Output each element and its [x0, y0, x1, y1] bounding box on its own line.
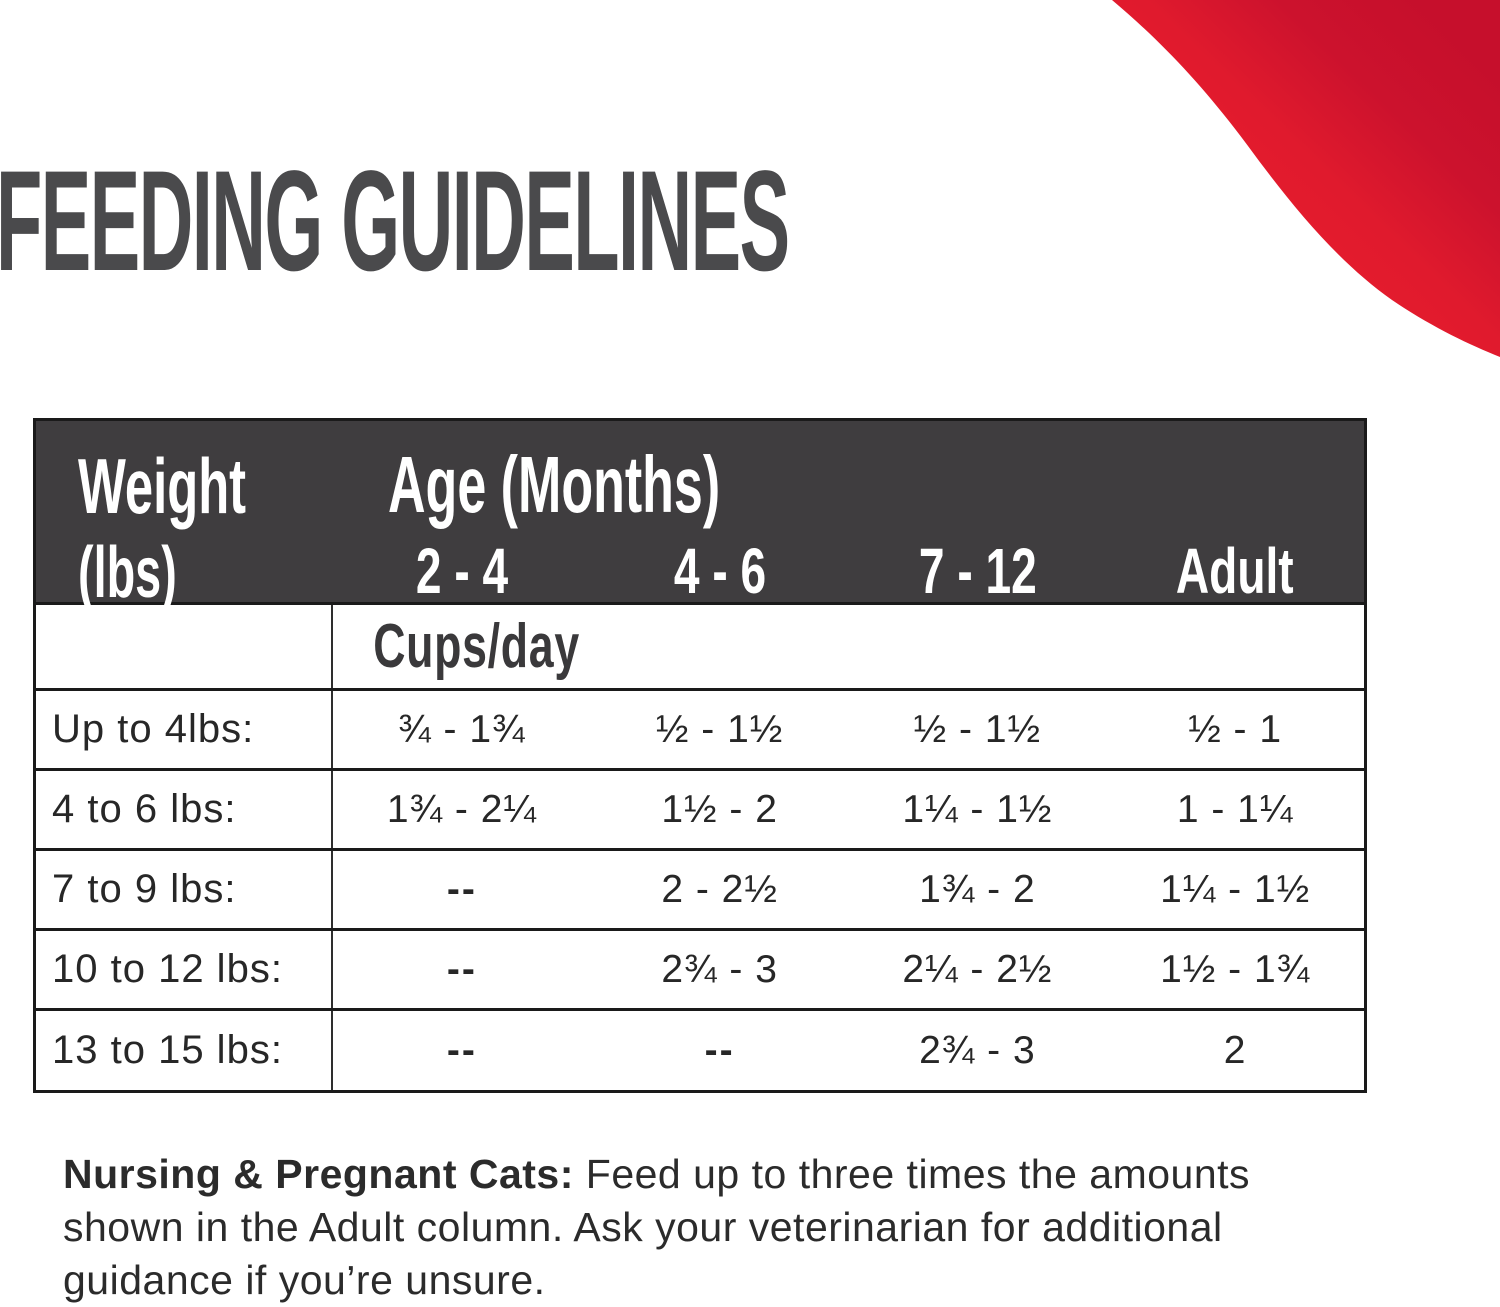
value-cell: 1½ - 1¾: [1160, 947, 1311, 991]
age-column-label: 2 - 4: [415, 535, 508, 607]
empty-cell: [1116, 605, 1364, 688]
table-row: 7 to 9 lbs: -- 2 - 2½ 1¾ - 2 1¼ - 1½: [36, 851, 1364, 931]
page-title-text: FEEDING GUIDELINES: [0, 142, 790, 301]
value-cell: --: [446, 947, 477, 991]
weight-cell: Up to 4lbs:: [36, 691, 333, 768]
table-header: Weight (lbs) Age (Months) 2 - 4 4 - 6 7 …: [36, 421, 1364, 609]
weight-cell: 7 to 9 lbs:: [36, 851, 333, 928]
weight-header-label: Weight: [78, 442, 247, 530]
page-title: FEEDING GUIDELINES: [0, 150, 1491, 293]
value-cell: --: [704, 1028, 735, 1072]
footnote-bold: Nursing & Pregnant Cats:: [63, 1151, 574, 1197]
value-cell: 1¼ - 1½: [1160, 867, 1311, 911]
value-cell: 1½ - 2: [661, 787, 778, 831]
age-column-label: 4 - 6: [673, 535, 766, 607]
value-cell: 2 - 2½: [661, 867, 778, 911]
weight-cell: 13 to 15 lbs:: [36, 1011, 333, 1090]
units-row-weight-cell: [36, 605, 333, 688]
value-cell: 1 - 1¼: [1176, 787, 1294, 831]
value-cell: --: [446, 1028, 477, 1072]
value-cell: 2¼ - 2½: [902, 947, 1053, 991]
weight-cell: 4 to 6 lbs:: [36, 771, 333, 848]
empty-cell: [868, 605, 1116, 688]
value-cell: 1¾ - 2: [919, 867, 1036, 911]
value-cell: ½ - 1½: [913, 707, 1042, 751]
value-cell: ½ - 1: [1188, 707, 1283, 751]
value-cell: 2: [1223, 1028, 1247, 1072]
value-cells: -- 2 - 2½ 1¾ - 2 1¼ - 1½: [333, 851, 1364, 928]
feeding-table: Weight (lbs) Age (Months) 2 - 4 4 - 6 7 …: [33, 418, 1367, 1093]
value-cells: -- -- 2¾ - 3 2: [333, 1011, 1364, 1090]
units-row: Cups/day: [36, 605, 1364, 691]
units-row-values: Cups/day: [333, 605, 1364, 688]
age-column-label: 7 - 12: [918, 535, 1037, 607]
value-cell: 2¾ - 3: [661, 947, 778, 991]
cups-per-day-label: Cups/day: [373, 611, 580, 681]
table-row: 4 to 6 lbs: 1¾ - 2¼ 1½ - 2 1¼ - 1½ 1 - 1…: [36, 771, 1364, 851]
table-row: 10 to 12 lbs: -- 2¾ - 3 2¼ - 2½ 1½ - 1¾: [36, 931, 1364, 1011]
table-row: 13 to 15 lbs: -- -- 2¾ - 3 2: [36, 1011, 1364, 1090]
value-cells: ¾ - 1¾ ½ - 1½ ½ - 1½ ½ - 1: [333, 691, 1364, 768]
empty-cell: [620, 605, 868, 688]
age-group-header: Age (Months): [388, 440, 721, 529]
value-cell: 1¾ - 2¼: [386, 787, 537, 831]
value-cell: 1¼ - 1½: [902, 787, 1053, 831]
age-columns-row: 2 - 4 4 - 6 7 - 12 Adult: [333, 539, 1364, 603]
weight-cell: 10 to 12 lbs:: [36, 931, 333, 1008]
cups-per-day-cell: Cups/day: [333, 605, 620, 688]
value-cell: 2¾ - 3: [919, 1028, 1036, 1072]
value-cell: ½ - 1½: [655, 707, 784, 751]
value-cells: -- 2¾ - 3 2¼ - 2½ 1½ - 1¾: [333, 931, 1364, 1008]
value-cells: 1¾ - 2¼ 1½ - 2 1¼ - 1½ 1 - 1¼: [333, 771, 1364, 848]
weight-unit-label: (lbs): [78, 533, 177, 613]
value-cell: --: [446, 867, 477, 911]
value-cell: ¾ - 1¾: [398, 707, 526, 751]
table-row: Up to 4lbs: ¾ - 1¾ ½ - 1½ ½ - 1½ ½ - 1: [36, 691, 1364, 771]
footnote: Nursing & Pregnant Cats: Feed up to thre…: [63, 1148, 1358, 1307]
red-swoosh-graphic: [1112, 0, 1500, 357]
age-column-label: Adult: [1176, 535, 1294, 607]
